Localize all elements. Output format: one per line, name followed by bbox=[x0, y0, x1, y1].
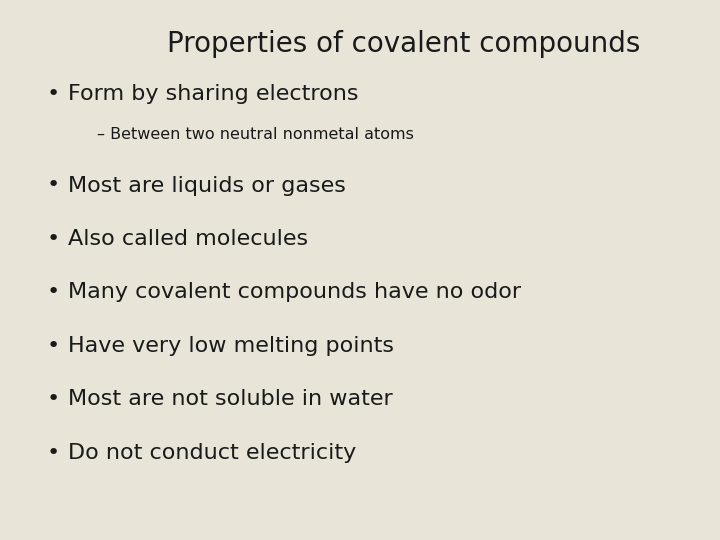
Text: •: • bbox=[47, 84, 60, 104]
Text: – Between two neutral nonmetal atoms: – Between two neutral nonmetal atoms bbox=[97, 127, 414, 142]
Text: •: • bbox=[47, 389, 60, 409]
Text: •: • bbox=[47, 176, 60, 195]
Text: Properties of covalent compounds: Properties of covalent compounds bbox=[166, 30, 640, 58]
Text: Most are liquids or gases: Most are liquids or gases bbox=[68, 176, 346, 195]
Text: Form by sharing electrons: Form by sharing electrons bbox=[68, 84, 359, 104]
Text: Do not conduct electricity: Do not conduct electricity bbox=[68, 443, 356, 463]
Text: •: • bbox=[47, 229, 60, 249]
Text: •: • bbox=[47, 443, 60, 463]
Text: Have very low melting points: Have very low melting points bbox=[68, 336, 395, 356]
Text: •: • bbox=[47, 282, 60, 302]
Text: Many covalent compounds have no odor: Many covalent compounds have no odor bbox=[68, 282, 521, 302]
Text: •: • bbox=[47, 336, 60, 356]
Text: Also called molecules: Also called molecules bbox=[68, 229, 309, 249]
Text: Most are not soluble in water: Most are not soluble in water bbox=[68, 389, 393, 409]
